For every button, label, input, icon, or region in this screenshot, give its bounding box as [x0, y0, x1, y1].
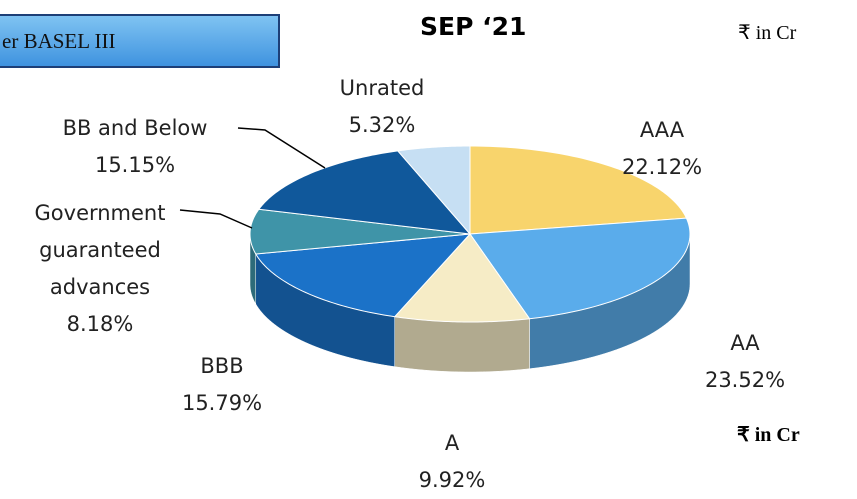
chart-title: SEP ‘21 — [420, 12, 527, 41]
slice — [393, 233, 531, 323]
slice — [257, 150, 472, 235]
leader-line — [237, 127, 326, 169]
unit-note: ₹ in Cr — [738, 22, 797, 44]
category-label: BBB — [200, 354, 244, 378]
slice — [469, 217, 691, 320]
category-label: A — [444, 431, 460, 455]
value-label: 15.15% — [94, 153, 176, 177]
badge: er BASEL III — [0, 14, 280, 68]
slice — [396, 145, 471, 236]
slice-label: AAA 22.12% — [622, 112, 702, 186]
category-label: Government guaranteed advances — [34, 201, 166, 299]
slice-label: AA 23.52% — [705, 325, 785, 399]
slice — [249, 208, 471, 255]
value-label: 9.92% — [418, 468, 486, 492]
slice — [254, 233, 472, 318]
value-label: 15.79% — [181, 391, 263, 415]
value-label: 5.32% — [348, 113, 416, 137]
category-label: AA — [730, 331, 760, 355]
slice-label: Government guaranteed advances 8.18% — [13, 195, 188, 343]
slice-side — [394, 316, 530, 373]
category-label: BB and Below — [62, 116, 208, 140]
slice-label: A 9.92% — [419, 425, 486, 499]
slice — [469, 145, 688, 235]
value-label: 23.52% — [704, 368, 786, 392]
unit-note: ₹ in Cr — [737, 424, 800, 446]
value-label: 22.12% — [621, 155, 703, 179]
leader-line — [179, 209, 253, 229]
slice-label: Unrated 5.32% — [340, 70, 425, 144]
slice-label: BB and Below 15.15% — [63, 110, 208, 184]
slice-label: BBB 15.79% — [182, 348, 262, 422]
category-label: AAA — [639, 118, 685, 142]
value-label: 8.18% — [66, 312, 134, 336]
category-label: Unrated — [339, 76, 425, 100]
